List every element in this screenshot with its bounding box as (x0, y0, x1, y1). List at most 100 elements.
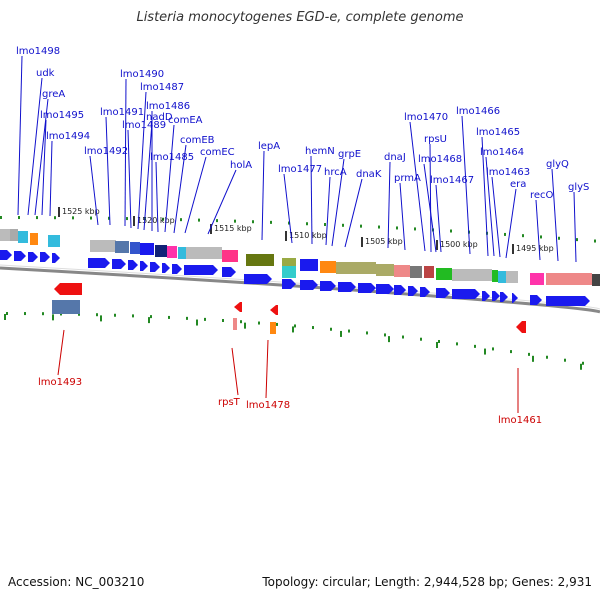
scale-dot (276, 322, 278, 326)
gene-label-comEA: comEA (168, 115, 203, 126)
scale-dot (438, 339, 440, 343)
label-leader-line (265, 339, 269, 399)
gene-label-lmo1485: lmo1485 (150, 152, 194, 163)
label-leader-line (505, 188, 517, 259)
scale-dot (564, 358, 566, 362)
forward-gene-arrow (162, 263, 170, 273)
gene-block (167, 246, 177, 258)
scale-dot (132, 314, 134, 318)
scale-tick (58, 207, 60, 217)
gene-block (0, 229, 10, 241)
label-leader-line (143, 121, 153, 231)
forward-gene-arrow (320, 281, 336, 291)
forward-gene-arrow (222, 267, 236, 277)
gene-block (140, 243, 154, 255)
label-leader-line (49, 140, 53, 217)
gene-block (246, 254, 274, 266)
major-tick (100, 315, 102, 322)
gene-block (492, 270, 498, 282)
topology-text: Topology: circular; Length: 2,944,528 bp… (262, 575, 592, 589)
gene-block (270, 322, 276, 334)
label-leader-line (17, 55, 23, 216)
scale-dot (216, 219, 218, 223)
scale-dot (348, 329, 350, 333)
scale-dot (90, 216, 92, 220)
label-leader-line (164, 124, 175, 233)
gene-block (18, 231, 28, 243)
label-leader-line (387, 161, 391, 249)
scale-dot (162, 217, 164, 221)
gene-label-lmo1495: lmo1495 (40, 110, 84, 121)
forward-gene-arrow (150, 262, 160, 272)
scale-dot (288, 221, 290, 225)
gene-block (424, 266, 434, 278)
scale-dot (234, 219, 236, 223)
gene-label-lmo1490: lmo1490 (120, 69, 164, 80)
gene-block (320, 261, 336, 273)
scale-dot (456, 342, 458, 346)
scale-dot (72, 216, 74, 220)
gene-label-comEC: comEC (200, 147, 235, 158)
gene-block (498, 271, 506, 283)
label-leader-line (344, 178, 363, 248)
scale-tick (436, 240, 438, 250)
scale-dot (324, 222, 326, 226)
forward-gene-arrow (184, 265, 218, 275)
label-leader-line (481, 136, 489, 257)
scale-dot (546, 355, 548, 359)
major-tick (388, 336, 390, 343)
gene-block (300, 259, 318, 271)
reverse-gene-arrow (54, 283, 82, 295)
gene-block (186, 247, 222, 259)
gene-label-lmo1491: lmo1491 (100, 107, 144, 118)
scale-dot (240, 320, 242, 324)
gene-label-lmo1468: lmo1468 (418, 154, 462, 165)
label-leader-line (331, 158, 345, 247)
scale-dot (540, 235, 542, 239)
scale-dot (42, 312, 44, 316)
gene-label-prmA: prmA (394, 173, 421, 184)
scale-dot (222, 318, 224, 322)
scale-dot (414, 227, 416, 231)
label-leader-line (124, 78, 127, 227)
gene-label-lmo1464: lmo1464 (480, 147, 524, 158)
label-leader-line (435, 184, 442, 253)
gene-label-lmo1478: lmo1478 (246, 400, 290, 411)
reverse-gene-arrow (234, 302, 242, 312)
label-leader-line (310, 155, 313, 245)
gene-label-lepA: lepA (258, 141, 280, 152)
major-tick (580, 363, 582, 370)
label-leader-line (409, 121, 426, 252)
scale-label: 1520 kbp (137, 216, 175, 225)
scale-tick (210, 224, 212, 234)
scale-dot (6, 312, 8, 315)
label-leader-line (491, 176, 501, 258)
scale-dot (420, 337, 422, 341)
gene-block (546, 273, 592, 285)
forward-gene-arrow (172, 264, 182, 274)
forward-gene-arrow (112, 259, 126, 269)
scale-tick (361, 237, 363, 247)
forward-gene-arrow (28, 252, 38, 262)
label-leader-line (57, 329, 65, 376)
gene-label-hrcA: hrcA (324, 167, 347, 178)
gene-label-greA: greA (42, 89, 65, 100)
scale-dot (96, 313, 98, 317)
gene-block (410, 266, 422, 278)
scale-label: 1515 kbp (214, 224, 252, 233)
gene-label-lmo1486: lmo1486 (146, 101, 190, 112)
scale-dot (54, 216, 56, 220)
gene-block (282, 266, 296, 278)
forward-gene-arrow (358, 283, 376, 293)
gene-block (452, 269, 492, 281)
scale-dot (474, 344, 476, 348)
scale-dot (114, 313, 116, 317)
gene-block (90, 240, 116, 252)
scale-dot (108, 216, 110, 220)
gene-label-lmo1489: lmo1489 (122, 120, 166, 131)
label-leader-line (89, 155, 99, 226)
label-leader-line (399, 182, 406, 251)
gene-label-lmo1463: lmo1463 (486, 167, 530, 178)
label-leader-line (461, 115, 471, 255)
